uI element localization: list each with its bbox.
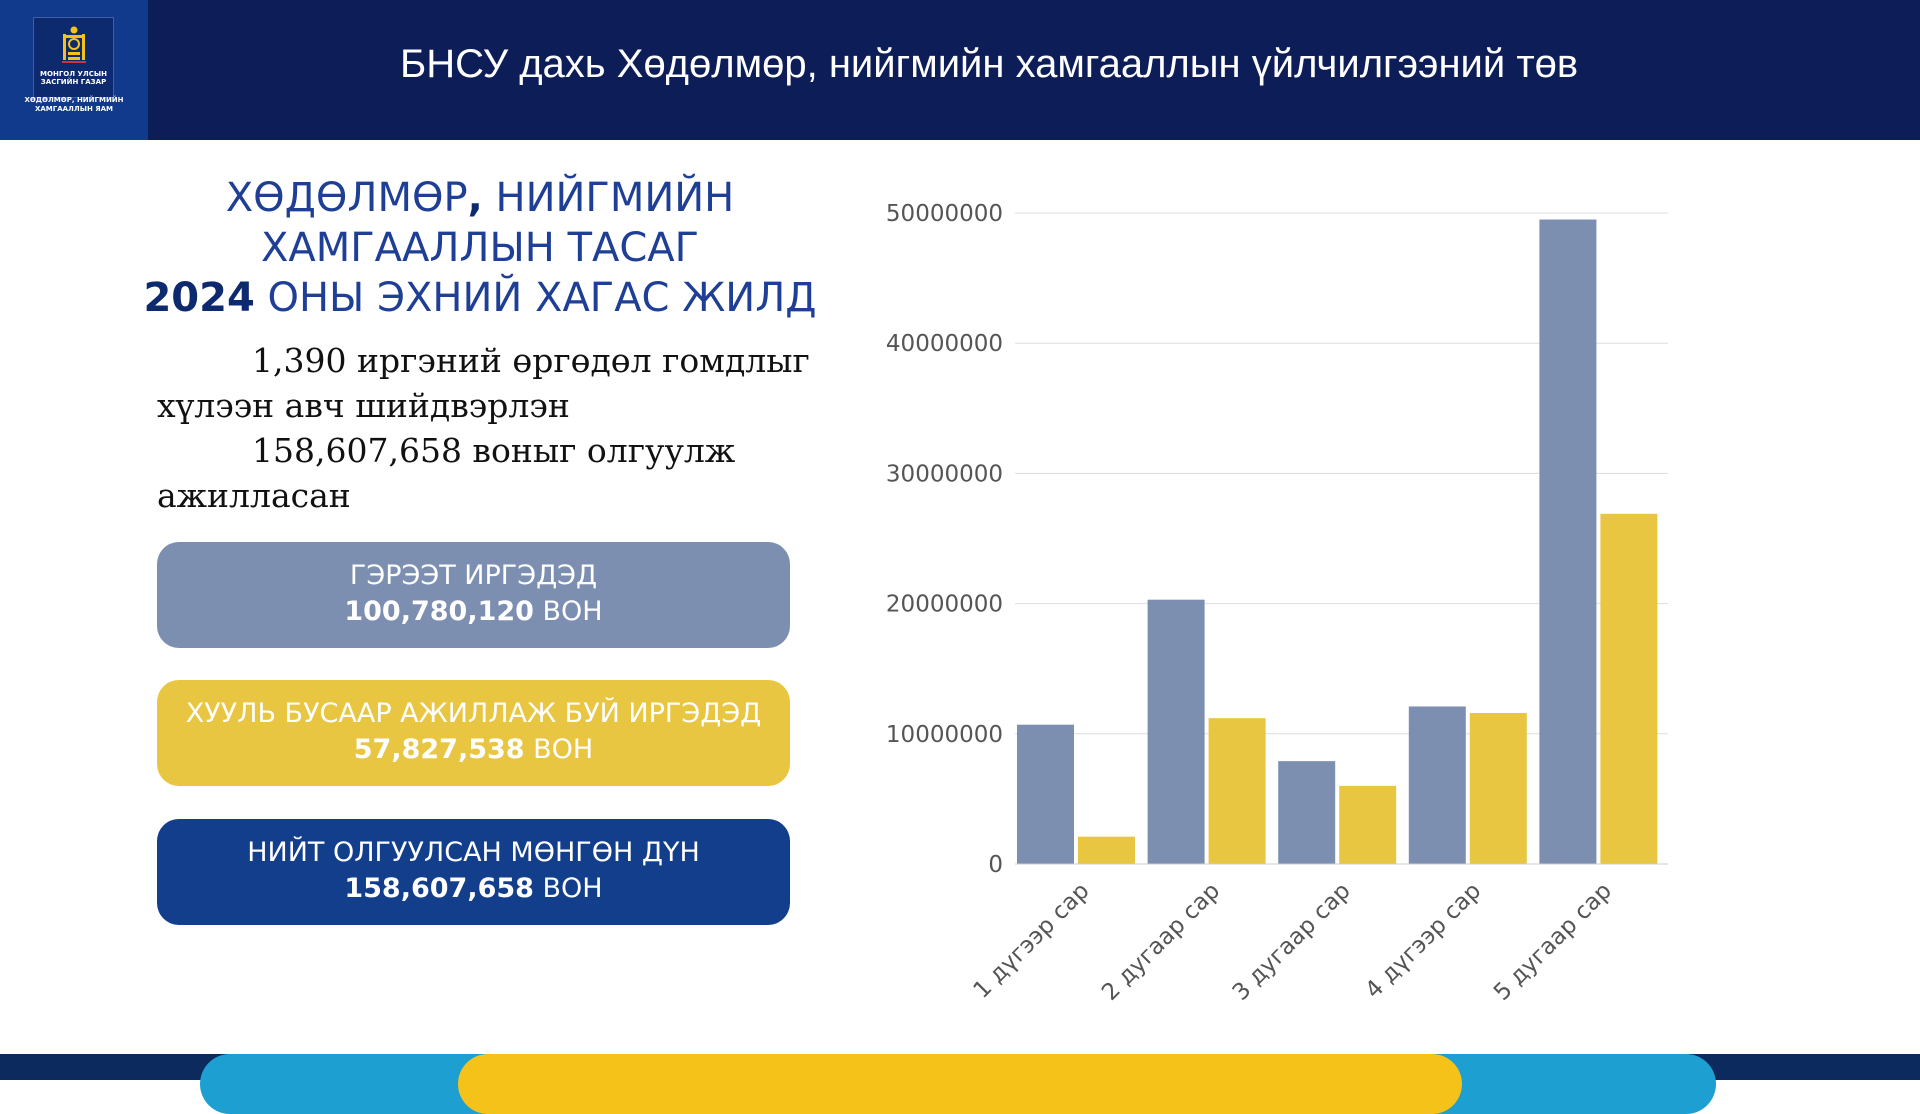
bar-series-2-1 <box>1078 836 1135 864</box>
contract-workers-card: ГЭРЭЭТ ИРГЭДЭД 100,780,120 ВОН <box>157 542 790 648</box>
summary-text: 1,390 иргэний өргөдөл гомдлыг хүлээн авч… <box>157 338 857 518</box>
title-period: ОНЫ ЭХНИЙ ХАГАС ЖИЛД <box>254 275 817 321</box>
logo-government-text: МОНГОЛ УЛСЫН ЗАСГИЙН ГАЗАР <box>40 70 107 86</box>
ministry-logo: МОНГОЛ УЛСЫН ЗАСГИЙН ГАЗАР ХӨДӨЛМӨР, НИЙ… <box>0 0 148 140</box>
card-label: ХУУЛЬ БУСААР АЖИЛЛАЖ БУЙ ИРГЭДЭД <box>185 698 762 729</box>
summary-line1: 1,390 иргэний өргөдөл гомдлыг <box>157 338 857 383</box>
card-amount-row: 57,827,538 ВОН <box>157 732 790 768</box>
y-tick-label: 40000000 <box>886 331 1003 357</box>
y-tick-label: 0 <box>988 852 1003 878</box>
footer-band <box>0 1054 1920 1114</box>
x-tick-label: 4 дүгээр сар <box>1360 878 1486 1004</box>
section-title-line1: ХӨДӨЛМӨР, НИЙГМИЙН <box>140 173 820 223</box>
undocumented-workers-card: ХУУЛЬ БУСААР АЖИЛЛАЖ БУЙ ИРГЭДЭД 57,827,… <box>157 680 790 786</box>
bar-series-2-5 <box>1600 513 1658 864</box>
bar-series-1-2 <box>1147 599 1205 864</box>
summary-line1-text: 1,390 иргэний өргөдөл гомдлыг <box>252 341 810 380</box>
title-year: 2024 <box>143 275 255 321</box>
monthly-bar-chart: 0 10000000 20000000 30000000 40000000 5000000… <box>886 201 1668 1006</box>
card-amount: 100,780,120 <box>344 596 534 627</box>
section-title: ХӨДӨЛМӨР, НИЙГМИЙН ХАМГААЛЛЫН ТАСАГ 2024… <box>140 173 820 323</box>
card-amount: 57,827,538 <box>353 734 525 765</box>
section-title-line2: ХАМГААЛЛЫН ТАСАГ <box>260 225 700 271</box>
soyombo-emblem-icon <box>62 26 86 63</box>
title-comma: , <box>467 175 483 221</box>
card-unit: ВОН <box>533 873 603 904</box>
logo-ministry-text: ХӨДӨЛМӨР, НИЙГМИЙН ХАМГААЛЛЫН ЯАМ <box>24 96 124 113</box>
total-amount-card: НИЙТ ОЛГУУЛСАН МӨНГӨН ДҮН 158,607,658 ВО… <box>157 819 790 925</box>
y-tick-label: 10000000 <box>886 722 1003 748</box>
summary-line4: ажилласан <box>157 476 351 515</box>
card-unit: ВОН <box>533 596 603 627</box>
summary-line3: 158,607,658 воныг олгуулж <box>157 428 857 473</box>
bar-series-1-5 <box>1539 219 1597 864</box>
page-title: БНСУ дахь Хөдөлмөр, нийгмийн хамгааллын … <box>400 42 1579 86</box>
card-label: НИЙТ ОЛГУУЛСАН МӨНГӨН ДҮН <box>247 837 700 868</box>
x-tick-label: 2 дугаар сар <box>1097 878 1225 1006</box>
logo-badge: МОНГОЛ УЛСЫН ЗАСГИЙН ГАЗАР <box>33 17 114 98</box>
y-tick-label: 20000000 <box>886 592 1003 618</box>
title-word-1: ХӨДӨЛМӨР <box>225 175 468 221</box>
bar-series-2-2 <box>1208 718 1266 864</box>
summary-line3-text: 158,607,658 воныг олгуулж <box>252 431 736 470</box>
bar-series-1-4 <box>1408 706 1466 864</box>
card-amount-row: 100,780,120 ВОН <box>157 594 790 630</box>
bar-series-2-3 <box>1339 785 1397 864</box>
x-tick-label: 5 дугаар сар <box>1489 878 1617 1006</box>
title-word-2: НИЙГМИЙН <box>482 175 735 221</box>
card-label: ГЭРЭЭТ ИРГЭДЭД <box>349 560 598 591</box>
bar-series-1-3 <box>1278 761 1336 864</box>
section-title-line3: 2024 ОНЫ ЭХНИЙ ХАГАС ЖИЛД <box>140 273 820 323</box>
x-tick-label: 1 дүгээр сар <box>969 878 1095 1004</box>
y-tick-label: 50000000 <box>886 201 1003 227</box>
x-tick-label: 3 дугаар сар <box>1228 878 1356 1006</box>
bar-series-1-1 <box>1017 724 1074 864</box>
card-amount-row: 158,607,658 ВОН <box>157 871 790 907</box>
card-amount: 158,607,658 <box>344 873 534 904</box>
footer-gold-shape <box>458 1054 1462 1114</box>
header-bar: МОНГОЛ УЛСЫН ЗАСГИЙН ГАЗАР ХӨДӨЛМӨР, НИЙ… <box>0 0 1920 140</box>
summary-line2: хүлээн авч шийдвэрлэн <box>157 386 570 425</box>
y-tick-label: 30000000 <box>886 461 1003 487</box>
card-unit: ВОН <box>524 734 594 765</box>
bar-series-2-4 <box>1469 712 1527 864</box>
